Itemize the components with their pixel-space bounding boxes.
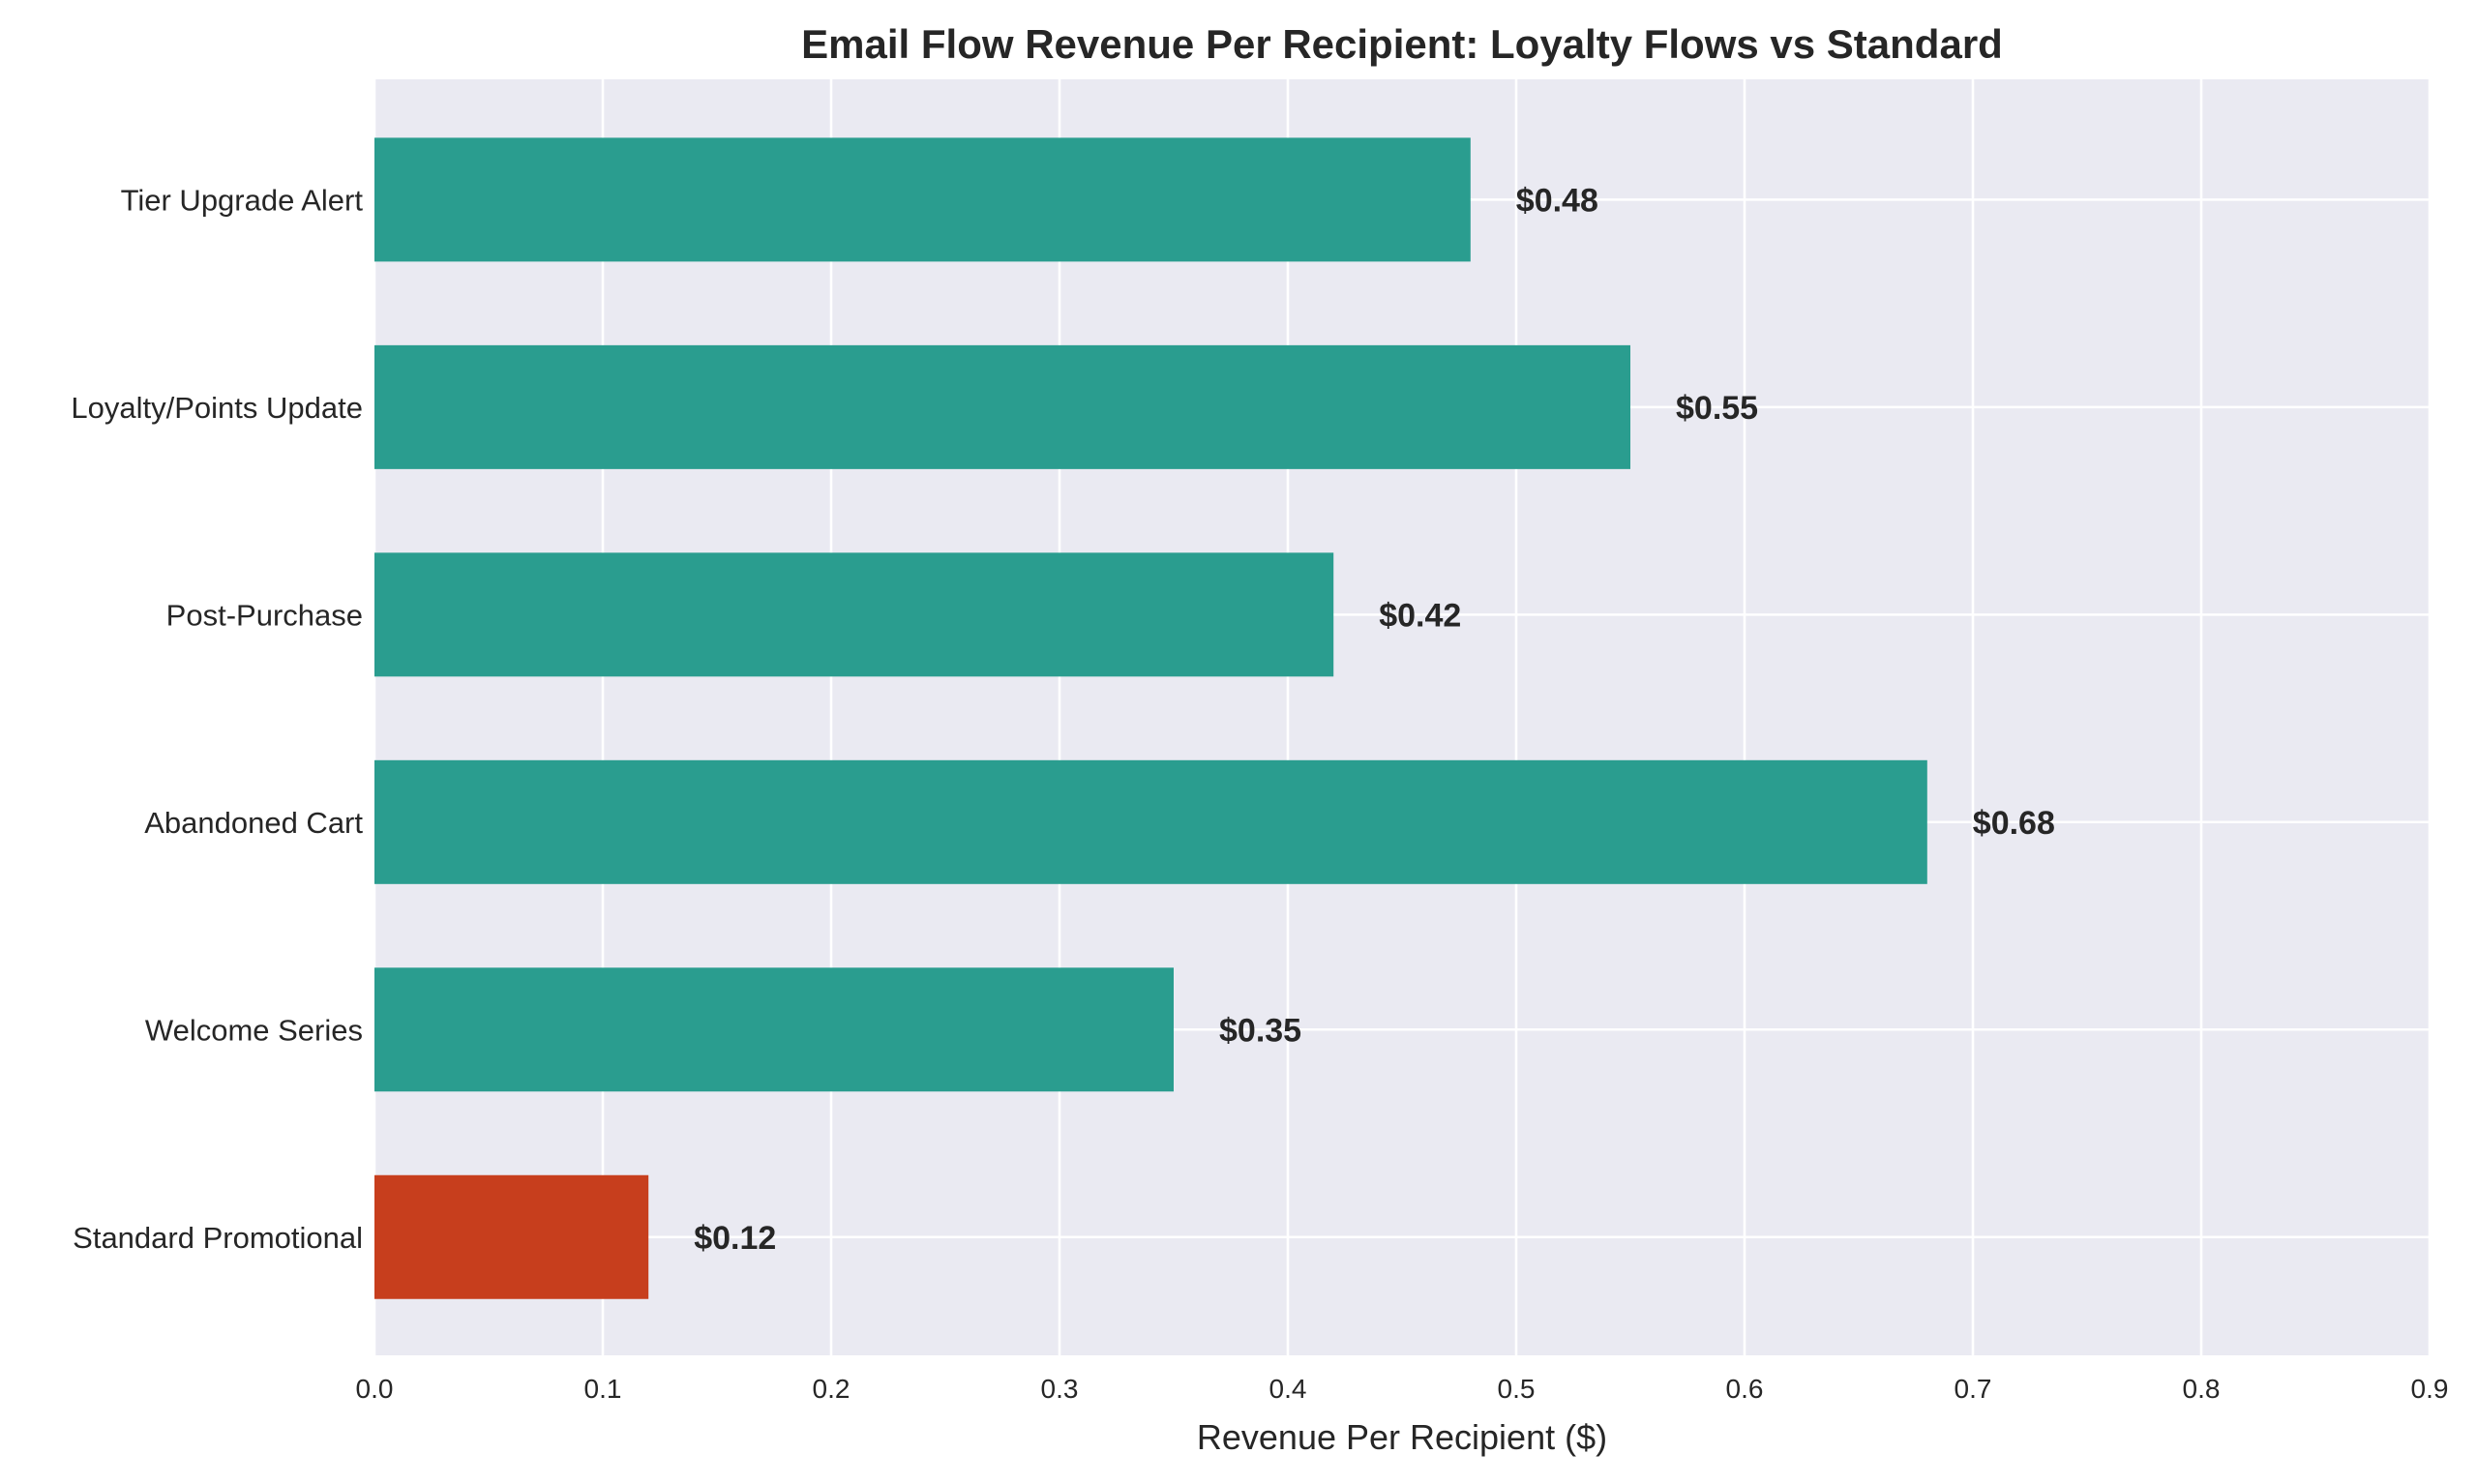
data-label: $0.48 — [1516, 182, 1598, 219]
x-tick-label: 0.3 — [1041, 1374, 1079, 1404]
data-label: $0.55 — [1676, 390, 1758, 427]
x-tick-label: 0.5 — [1498, 1374, 1536, 1404]
y-tick-label: Post-Purchase — [166, 598, 363, 632]
bar — [374, 759, 1927, 884]
data-label: $0.68 — [1973, 805, 2055, 842]
y-tick-label: Welcome Series — [145, 1013, 363, 1047]
bar — [374, 137, 1471, 262]
data-label: $0.12 — [694, 1220, 776, 1257]
x-tick-label: 0.8 — [2183, 1374, 2221, 1404]
bars — [374, 137, 1927, 1299]
y-tick-label: Loyalty/Points Update — [71, 391, 363, 425]
plot-background — [374, 79, 2430, 1355]
x-tick-label: 0.0 — [356, 1374, 394, 1404]
x-tick-labels: 0.0 0.1 0.2 0.3 0.4 0.5 0.6 0.7 0.8 0.9 — [356, 1374, 2449, 1404]
x-tick-label: 0.6 — [1726, 1374, 1764, 1404]
bar — [374, 967, 1174, 1092]
bar — [374, 344, 1630, 469]
data-label: $0.42 — [1379, 597, 1461, 634]
bar — [374, 552, 1334, 677]
y-tick-label: Abandoned Cart — [144, 806, 363, 840]
y-tick-label: Tier Upgrade Alert — [121, 183, 364, 217]
x-tick-label: 0.2 — [813, 1374, 851, 1404]
x-tick-label: 0.1 — [584, 1374, 622, 1404]
x-tick-label: 0.7 — [1955, 1374, 1992, 1404]
y-tick-labels: Standard Promotional Welcome Series Abando… — [71, 183, 363, 1254]
data-labels: $0.12 $0.35 $0.68 $0.42 $0.55 $0.48 — [694, 182, 2055, 1256]
x-tick-label: 0.4 — [1269, 1374, 1307, 1404]
x-tick-label: 0.9 — [2411, 1374, 2449, 1404]
x-axis-label: Revenue Per Recipient ($) — [1197, 1417, 1607, 1457]
y-tick-label: Standard Promotional — [73, 1221, 363, 1255]
data-label: $0.35 — [1219, 1012, 1301, 1049]
chart-title: Email Flow Revenue Per Recipient: Loyalt… — [801, 21, 2003, 67]
bar — [374, 1174, 649, 1299]
